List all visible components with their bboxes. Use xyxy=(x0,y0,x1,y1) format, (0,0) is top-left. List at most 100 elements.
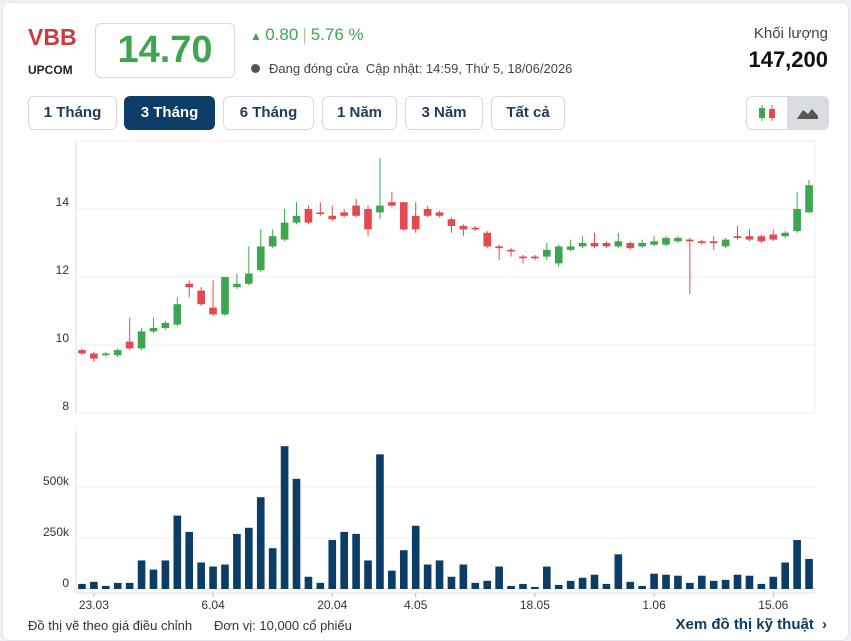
volume-bar xyxy=(614,554,623,589)
volume-label: Khối lượng xyxy=(753,25,828,42)
range-button[interactable]: 1 Tháng xyxy=(28,96,117,130)
x-tick-label: 4.05 xyxy=(404,598,428,612)
candle-body xyxy=(149,328,158,332)
volume-bar xyxy=(411,525,420,589)
change: 0.80 xyxy=(265,25,299,44)
volume-bar xyxy=(733,574,742,589)
volume-bar xyxy=(709,580,718,589)
candle-body xyxy=(328,215,337,220)
volume-bar xyxy=(793,540,801,589)
volume-bar xyxy=(233,533,241,589)
candle-body xyxy=(745,236,754,240)
candle-body xyxy=(185,283,194,288)
status: Đang đóng cửa xyxy=(269,61,359,76)
candle-body xyxy=(423,209,432,216)
volume-bar xyxy=(686,582,694,589)
candle-body xyxy=(292,215,301,223)
y-tick-label: 12 xyxy=(56,263,70,277)
volume-bar xyxy=(721,579,730,589)
volume-bar xyxy=(245,527,253,589)
x-tick-label: 15.06 xyxy=(758,598,788,612)
volume-bar xyxy=(662,574,670,589)
candle-body xyxy=(245,273,253,284)
volume-bar xyxy=(435,560,444,589)
candle-body xyxy=(471,227,480,230)
volume-bar xyxy=(209,566,217,589)
candle-body xyxy=(399,202,408,230)
candle-body xyxy=(113,350,122,356)
y-tick-label: 8 xyxy=(62,399,69,413)
volume-bar xyxy=(78,583,86,589)
volume-bar xyxy=(697,575,706,589)
y-tick-label: 14 xyxy=(56,195,70,209)
candle-body xyxy=(221,277,229,315)
volume-bar xyxy=(113,582,122,589)
candle-body xyxy=(137,331,146,349)
volume-bar xyxy=(805,558,813,589)
volume-bar xyxy=(769,576,778,589)
candle-body xyxy=(757,236,766,242)
candle-mode[interactable] xyxy=(747,97,787,129)
candle-body xyxy=(435,212,444,216)
x-tick-label: 6.04 xyxy=(201,598,225,612)
candle-body xyxy=(352,205,360,216)
candle-body xyxy=(411,215,420,230)
candle-body xyxy=(388,202,396,206)
candle-body xyxy=(101,353,110,356)
candle-body xyxy=(316,212,325,215)
candle-body xyxy=(721,239,730,247)
candle-body xyxy=(256,246,265,271)
volume-value: 147,200 xyxy=(748,47,828,72)
candle-body xyxy=(519,256,527,259)
updated: Cập nhật: 14:59, Thứ 5, 18/06/2026 xyxy=(365,61,573,76)
candle-body xyxy=(483,232,492,247)
volume-bar xyxy=(101,585,110,589)
candle-body xyxy=(686,239,694,242)
candle-body xyxy=(781,232,790,237)
candle-body xyxy=(769,234,778,240)
technical-link-text[interactable]: Xem đồ thị kỹ thuật xyxy=(675,616,814,633)
candle-body xyxy=(543,249,551,257)
volume-tick-label: 0 xyxy=(62,576,69,590)
candle-body xyxy=(173,304,182,325)
candle-body xyxy=(376,205,384,213)
volume-bar xyxy=(423,564,432,589)
volume-bar xyxy=(590,574,599,589)
volume-bar xyxy=(507,585,515,589)
candle-body xyxy=(209,307,217,315)
volume-bar xyxy=(340,531,348,589)
candle-body xyxy=(554,246,563,264)
range-button[interactable]: 3 Năm xyxy=(405,96,483,130)
range-button[interactable]: 6 Tháng xyxy=(223,96,314,130)
area-mode[interactable] xyxy=(787,97,828,129)
range-button[interactable]: 3 Tháng xyxy=(124,96,215,130)
volume-bar xyxy=(292,478,301,589)
range-button[interactable]: Tất cả xyxy=(491,96,565,130)
candle-body xyxy=(233,283,241,288)
candle-body xyxy=(495,246,503,249)
change-pct: 5.76 % xyxy=(310,25,364,44)
range-button[interactable]: 1 Năm xyxy=(322,96,397,130)
candle-body xyxy=(531,256,539,259)
candle-body xyxy=(662,237,670,245)
volume-bar xyxy=(745,575,754,589)
volume-bar xyxy=(566,580,575,589)
volume-bar xyxy=(757,583,766,589)
candle-body xyxy=(364,209,372,230)
footer-note: Đồ thị vẽ theo giá điều chỉnh xyxy=(28,618,193,633)
candle-body xyxy=(614,241,623,247)
volume-bar xyxy=(650,573,658,589)
footer-unit: Đơn vị: 10,000 cổ phiếu xyxy=(214,618,352,633)
volume-bar xyxy=(459,564,468,589)
volume-bar xyxy=(161,560,170,589)
candle-body xyxy=(638,243,646,247)
volume-bar xyxy=(352,533,360,589)
candle-body xyxy=(447,219,456,226)
technical-link[interactable]: Xem đồ thị kỹ thuật › xyxy=(675,616,827,633)
volume-bar xyxy=(364,560,372,589)
volume-bar xyxy=(316,582,325,589)
x-tick-label: 23.03 xyxy=(79,598,109,612)
candle-body xyxy=(709,241,718,243)
candle-body xyxy=(805,185,813,213)
